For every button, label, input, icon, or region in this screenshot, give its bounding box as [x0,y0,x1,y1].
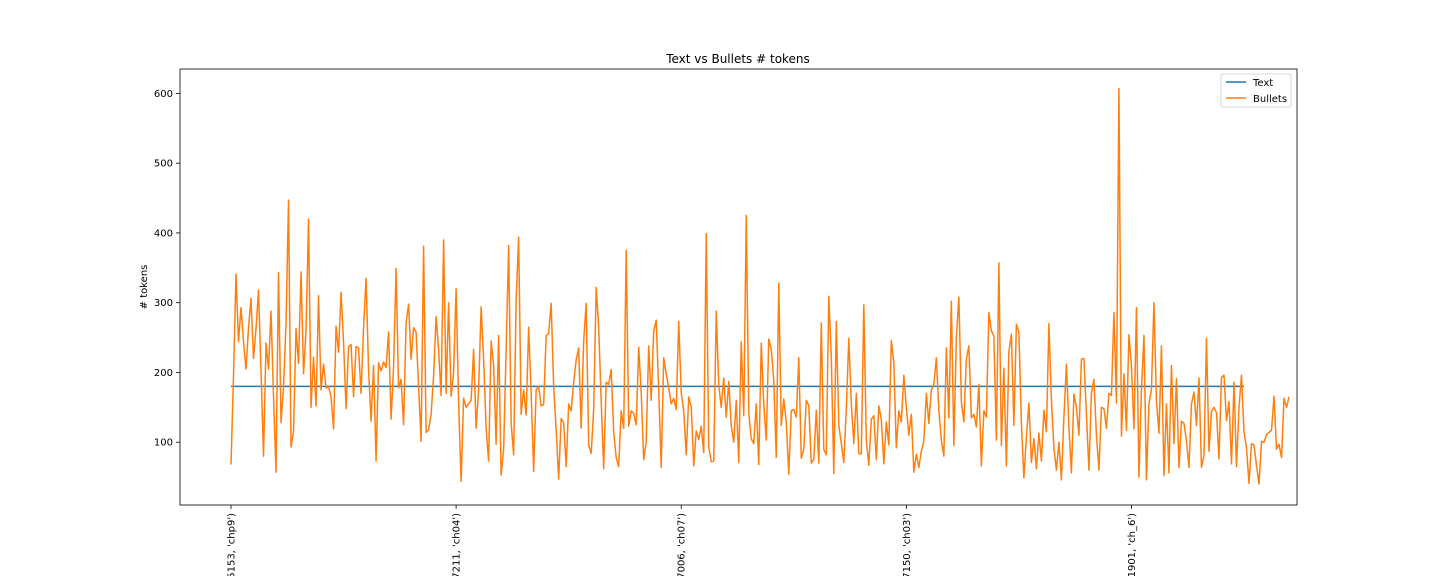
chart-title: Text vs Bullets # tokens [665,52,810,66]
legend: Text Bullets [1220,73,1292,108]
x-tick-label: 7150, 'ch03') [902,513,913,576]
y-tick-label: 100 [154,438,173,449]
series-line-bullets [230,87,1290,485]
y-tick-label: 300 [154,298,173,309]
plot-frame [179,68,1298,506]
x-tick-label: 5153, 'chp9') [227,513,238,576]
y-axis: 100 200 300 400 500 600 [154,89,180,449]
y-axis-label: # tokens [139,265,150,310]
x-axis: 5153, 'chp9') 7211, 'ch04') 7006, 'ch07') 7… [227,505,1138,576]
y-tick-label: 200 [154,368,173,379]
legend-label-bullets: Bullets [1253,94,1287,105]
x-tick-label: 7211, 'ch04') [452,513,463,576]
legend-label-text: Text [1252,78,1273,89]
y-tick-label: 500 [154,159,173,170]
y-tick-label: 400 [154,228,173,239]
x-tick-label: 7006, 'ch07') [677,513,688,576]
y-tick-label: 600 [154,89,173,100]
x-tick-label: 1901, 'ch_6') [1127,513,1138,576]
series-layer [230,87,1290,485]
